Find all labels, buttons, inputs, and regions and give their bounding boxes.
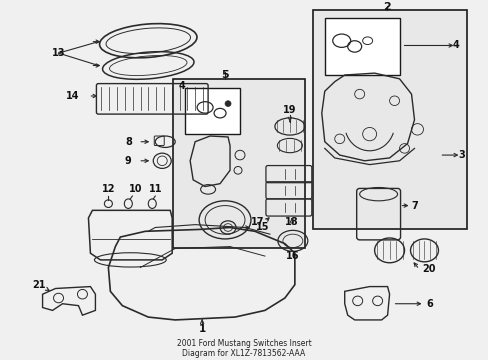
Text: 13: 13	[52, 48, 65, 58]
Text: 4: 4	[452, 40, 459, 50]
Text: 16: 16	[285, 251, 299, 261]
Text: 3: 3	[457, 150, 464, 160]
Text: 20: 20	[422, 265, 435, 274]
Text: 21: 21	[32, 280, 45, 290]
Text: 6: 6	[425, 299, 432, 309]
Bar	[173, 79, 304, 248]
Text: 15: 15	[256, 222, 269, 233]
Text: 12: 12	[102, 184, 115, 194]
Text: 11: 11	[148, 184, 162, 194]
Text: 9: 9	[125, 156, 131, 166]
Bar	[312, 10, 467, 229]
Bar	[185, 88, 240, 134]
Text: 4: 4	[179, 81, 185, 91]
Text: 8: 8	[124, 137, 131, 147]
Text: 2: 2	[382, 3, 390, 12]
Text: 17: 17	[251, 217, 264, 227]
Text: 1: 1	[198, 324, 205, 334]
Ellipse shape	[224, 101, 230, 107]
Text: 19: 19	[283, 105, 296, 115]
Text: 7: 7	[410, 201, 417, 211]
Text: 18: 18	[285, 217, 298, 227]
Bar	[324, 18, 399, 75]
Text: 10: 10	[128, 184, 142, 194]
Text: 14: 14	[65, 91, 79, 101]
Text: 5: 5	[221, 70, 228, 80]
Text: 2001 Ford Mustang Switches Insert
Diagram for XL1Z-7813562-AAA: 2001 Ford Mustang Switches Insert Diagra…	[176, 339, 311, 359]
